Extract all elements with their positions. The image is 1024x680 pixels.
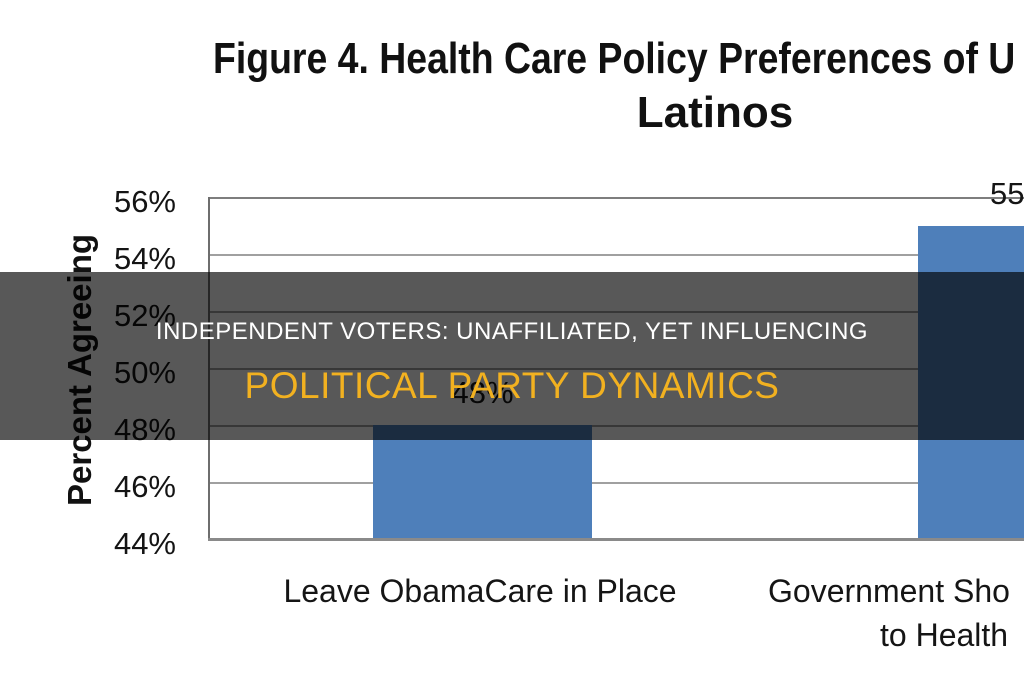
gridline-56 [208, 197, 1024, 199]
data-label-bar2: 55 [990, 175, 1024, 211]
headline-banner: INDEPENDENT VOTERS: UNAFFILIATED, YET IN… [0, 272, 1024, 440]
x-label-government-line1: Government Sho [768, 573, 1010, 609]
y-tick-56: 56% [113, 184, 176, 219]
headline-line2: POLITICAL PARTY DYNAMICS [244, 365, 780, 406]
x-label-leave-obamacare: Leave ObamaCare in Place [283, 573, 677, 609]
gridline-54 [208, 254, 1024, 256]
y-tick-46: 46% [113, 469, 176, 504]
y-tick-54: 54% [113, 241, 176, 276]
chart-title-line1: Figure 4. Health Care Policy Preferences… [213, 34, 1016, 83]
x-label-government-line2: to Health [880, 617, 1009, 653]
headline-line1: INDEPENDENT VOTERS: UNAFFILIATED, YET IN… [155, 318, 869, 345]
gridline-46 [208, 482, 1024, 484]
chart-title-line2: Latinos [636, 88, 794, 137]
y-tick-44: 44% [113, 526, 176, 561]
bar-leave-obamacare [373, 425, 592, 538]
x-axis-line [208, 538, 1024, 541]
